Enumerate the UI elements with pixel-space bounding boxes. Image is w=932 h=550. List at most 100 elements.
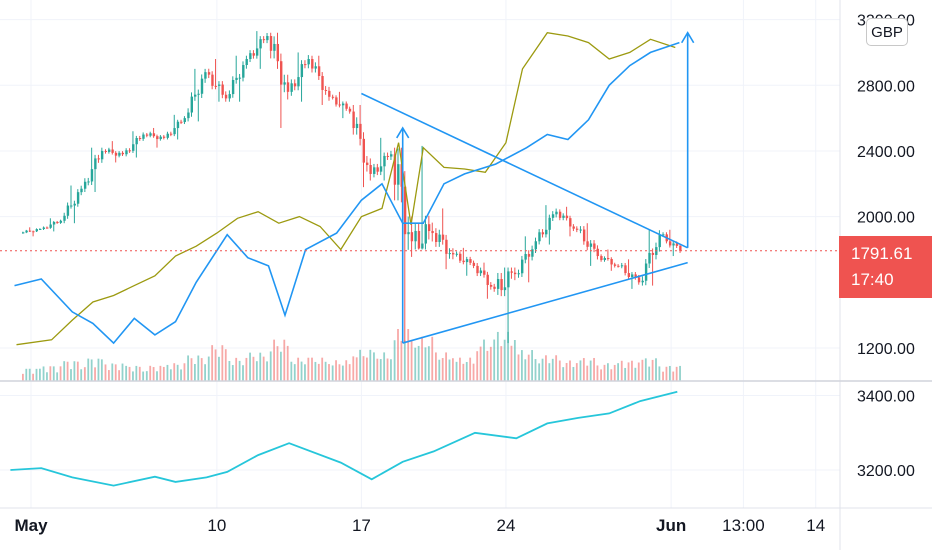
volume-bar <box>551 358 554 381</box>
candle-body <box>538 232 541 242</box>
volume-bar <box>228 361 231 381</box>
volume-bar <box>259 352 262 381</box>
volume-bar <box>28 368 31 381</box>
candle-body <box>596 248 599 257</box>
volume-bar <box>483 339 485 381</box>
volume-bar <box>221 345 224 381</box>
candle-body <box>441 234 445 240</box>
candle-body <box>242 65 245 78</box>
candle-body <box>545 229 548 235</box>
trend-drawings[interactable] <box>361 31 695 344</box>
candle-body <box>410 232 414 242</box>
candle-body <box>114 152 118 156</box>
volume-bar <box>624 367 627 381</box>
volume-bar <box>362 356 365 381</box>
volume-bar <box>317 363 320 381</box>
candle-body <box>427 224 431 232</box>
candle-body <box>383 155 386 167</box>
volume-bar <box>87 358 90 381</box>
volume-bar <box>455 361 458 381</box>
volume-bar <box>400 340 403 381</box>
volume-bar <box>162 366 165 381</box>
candle-body <box>214 85 218 87</box>
candle-body <box>496 279 500 289</box>
volume-bar <box>338 364 341 381</box>
candle-body <box>132 144 135 151</box>
candle-body <box>280 61 283 85</box>
volume-bar <box>569 360 571 381</box>
candle-body <box>49 224 52 228</box>
volume-bar <box>73 361 76 381</box>
candle-body <box>180 121 183 123</box>
volume-bar <box>503 339 506 381</box>
volume-bar <box>252 356 255 381</box>
arrow-head <box>680 31 695 44</box>
candle-body <box>627 273 631 277</box>
oscillator-line <box>14 41 680 345</box>
volume-bar <box>121 363 124 381</box>
candle-body <box>569 218 572 227</box>
volume-bar <box>276 346 279 381</box>
volume-bar <box>500 346 503 381</box>
candle-body <box>483 270 486 275</box>
volume-bar <box>538 363 541 381</box>
time-tick-label: 10 <box>207 516 226 535</box>
candle-body <box>386 155 390 157</box>
volume-bar <box>465 362 468 381</box>
candle-body <box>634 274 637 278</box>
volume-bar <box>600 369 602 381</box>
candle-body <box>197 93 200 95</box>
last-price-tag: 1791.61 17:40 <box>839 236 932 298</box>
volume-bar <box>56 372 59 381</box>
candle-body <box>675 243 679 246</box>
volume-bar <box>562 367 565 381</box>
candle-body <box>42 227 46 229</box>
candle-body <box>283 82 286 85</box>
candle-body <box>369 165 372 174</box>
candle-body <box>531 249 534 257</box>
candle-body <box>352 111 355 129</box>
volume-bar <box>348 364 351 381</box>
candle-body <box>600 256 603 261</box>
candle-body <box>231 79 235 95</box>
indicator-lines <box>0 31 840 346</box>
candle-body <box>376 167 379 172</box>
volume-bar <box>651 359 654 381</box>
volume-bar <box>403 340 406 381</box>
volume-bar <box>531 350 533 381</box>
volume-bar <box>42 366 45 381</box>
candle-body <box>579 229 582 231</box>
candle-body <box>194 94 197 97</box>
volume-bar <box>452 358 454 381</box>
volume-bar <box>108 370 110 381</box>
candle-body <box>252 53 255 56</box>
volume-bar <box>620 360 623 381</box>
price-tick-label: 2000.00 <box>857 210 915 227</box>
candle-body <box>562 215 565 218</box>
volume-bar <box>627 362 630 381</box>
candle-body <box>624 265 627 274</box>
candle-body <box>145 134 149 136</box>
candle-body <box>83 181 87 189</box>
volume-bar <box>462 363 465 381</box>
volume-bar <box>22 373 24 381</box>
candle-body <box>651 252 655 255</box>
candle-body <box>493 286 496 289</box>
candle-body <box>393 154 397 185</box>
candle-body <box>104 150 107 152</box>
volume-bar <box>435 352 437 381</box>
volume-bar <box>245 357 248 381</box>
volume-bar <box>297 357 300 381</box>
time-tick-label: 17 <box>352 516 371 535</box>
currency-badge[interactable]: GBP <box>866 18 908 46</box>
candle-body <box>510 271 513 273</box>
volume-bar <box>414 347 417 381</box>
volume-bar <box>472 363 475 381</box>
candle-body <box>582 229 586 242</box>
volume-bar <box>204 364 206 381</box>
candle-body <box>152 133 156 137</box>
candle-body <box>421 243 424 249</box>
candle-body <box>397 164 400 185</box>
volume-bar <box>545 355 547 381</box>
